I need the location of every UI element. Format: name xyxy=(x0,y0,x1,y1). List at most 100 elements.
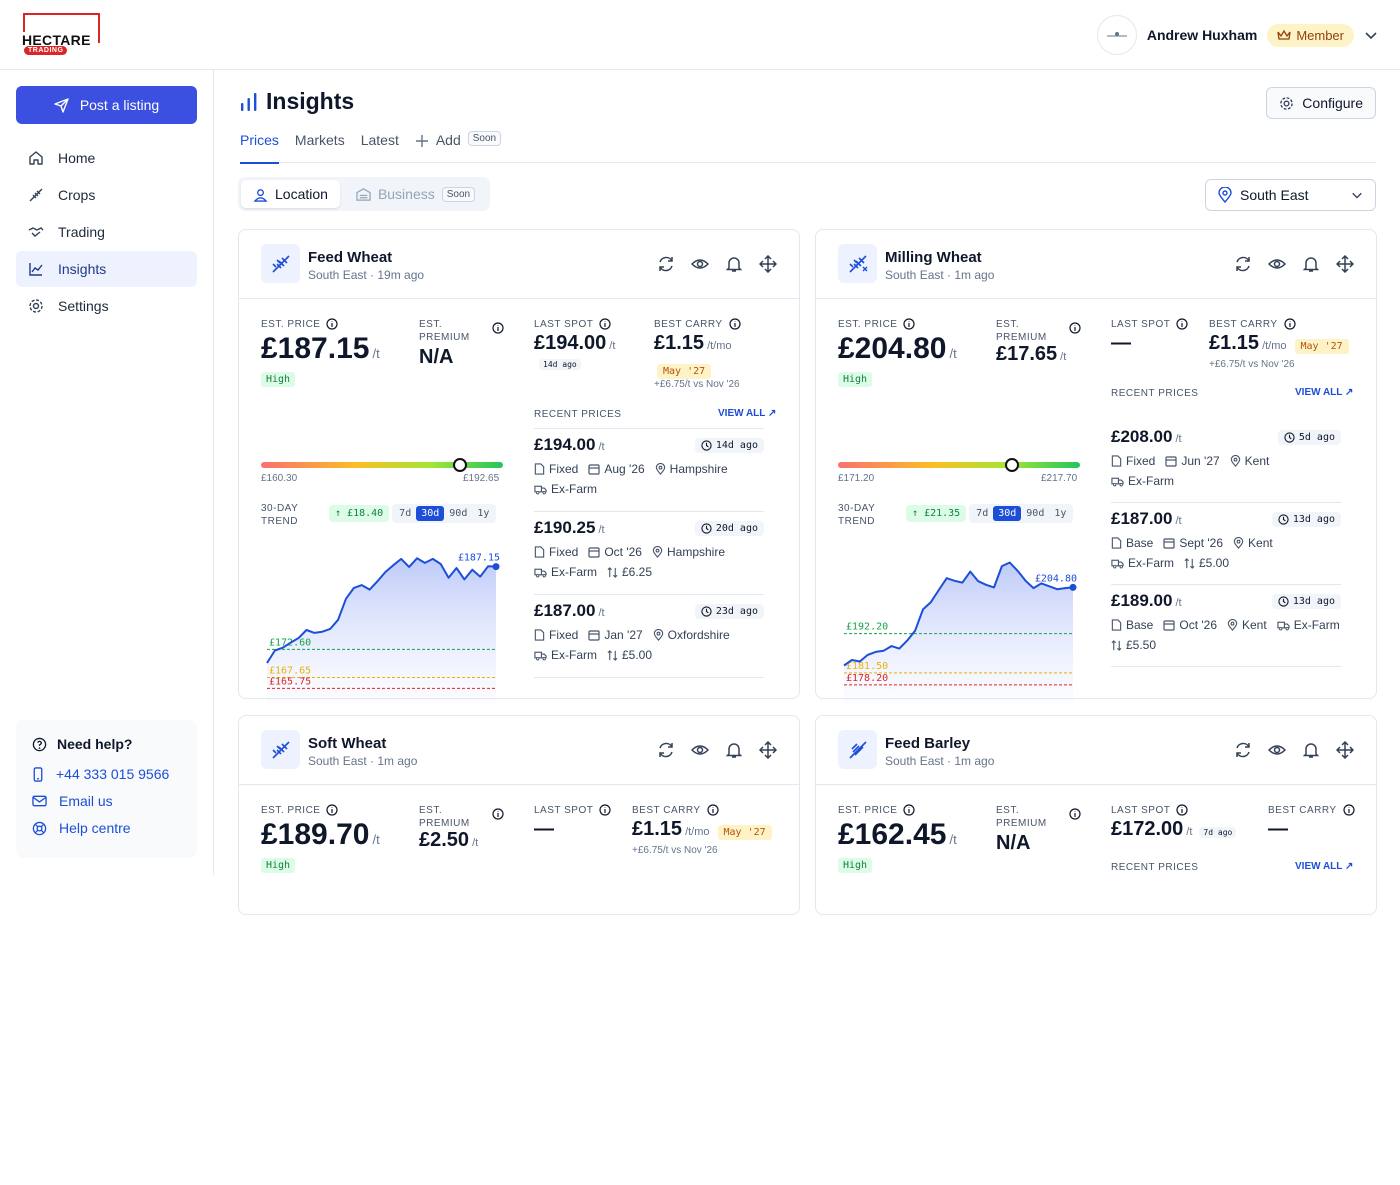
info-icon[interactable] xyxy=(903,804,916,816)
info-icon[interactable] xyxy=(1176,804,1188,816)
logo-text: HECTARE xyxy=(22,32,94,48)
help-centre-link[interactable]: Help centre xyxy=(32,820,181,836)
calendar-icon xyxy=(588,464,600,475)
recent-price-item[interactable]: £187.00/t 23d ago Fixed Jan '27 Oxfordshir… xyxy=(534,601,764,678)
hectare-logo[interactable]: HECTARE TRADING xyxy=(22,13,102,57)
range-1y[interactable]: 1y xyxy=(1054,508,1067,519)
info-icon[interactable] xyxy=(1342,804,1355,816)
truck-icon xyxy=(534,651,547,660)
range-1y[interactable]: 1y xyxy=(477,508,490,519)
view-all-link[interactable]: VIEW ALL ↗ xyxy=(718,408,777,419)
tab-prices[interactable]: Prices xyxy=(240,130,279,164)
configure-button[interactable]: Configure xyxy=(1266,87,1376,119)
card-title: Feed Barley xyxy=(885,735,971,752)
move-icon[interactable] xyxy=(759,741,777,759)
est-price-label: EST. PRICE xyxy=(838,804,916,816)
recent-price-age: 13d ago xyxy=(1271,511,1341,527)
refresh-icon[interactable] xyxy=(657,255,675,273)
info-icon[interactable] xyxy=(326,318,339,330)
info-icon[interactable] xyxy=(1069,322,1081,334)
move-icon[interactable] xyxy=(759,255,777,273)
move-icon[interactable] xyxy=(1336,255,1354,273)
delivery-terms: Ex-Farm xyxy=(1111,473,1174,489)
range-90d[interactable]: 90d xyxy=(1026,508,1045,519)
recent-price-age: 5d ago xyxy=(1277,429,1341,445)
best-carry: £1.15/t/mo May '27 xyxy=(632,818,772,841)
mail-icon xyxy=(32,795,47,807)
location: Kent xyxy=(1230,453,1269,469)
user-menu[interactable]: Andrew Huxham Member xyxy=(1096,14,1378,56)
phone-number[interactable]: +44 333 015 9566 xyxy=(56,766,170,782)
range-7d[interactable]: 7d xyxy=(399,508,412,519)
help-panel: Need help? +44 333 015 9566 Email us Hel… xyxy=(16,720,197,858)
help-centre[interactable]: Help centre xyxy=(59,820,131,836)
phone-link[interactable]: +44 333 015 9566 xyxy=(32,766,181,782)
info-icon[interactable] xyxy=(326,804,339,816)
view-all-link[interactable]: VIEW ALL ↗ xyxy=(1295,861,1354,872)
sidebar-item-settings[interactable]: Settings xyxy=(16,288,197,324)
delivery-date: Oct '26 xyxy=(588,544,642,560)
info-icon[interactable] xyxy=(599,804,611,816)
range-90d[interactable]: 90d xyxy=(449,508,468,519)
info-icon[interactable] xyxy=(1176,318,1188,330)
bell-icon[interactable] xyxy=(1302,255,1320,273)
info-icon[interactable] xyxy=(492,808,504,820)
chevron-down-icon[interactable] xyxy=(1364,28,1378,42)
map-pin-icon xyxy=(1218,187,1232,203)
tab-markets[interactable]: Markets xyxy=(294,132,345,148)
bell-icon[interactable] xyxy=(725,741,743,759)
info-icon[interactable] xyxy=(492,322,504,334)
recent-price-item[interactable]: £187.00/t 13d ago Base Sept '26 Kent Ex-Far… xyxy=(1111,509,1341,585)
location: Kent xyxy=(1227,617,1267,633)
avatar[interactable] xyxy=(1096,15,1137,55)
sidebar-item-trading[interactable]: Trading xyxy=(16,214,197,250)
calendar-icon xyxy=(588,547,600,558)
sidebar-item-insights[interactable]: Insights xyxy=(16,251,197,287)
truck-icon xyxy=(1111,559,1124,568)
refresh-icon[interactable] xyxy=(1234,255,1252,273)
range-30d[interactable]: 30d xyxy=(416,506,445,521)
crown-icon xyxy=(1277,29,1291,40)
email-us[interactable]: Email us xyxy=(59,793,113,809)
tab-latest[interactable]: Latest xyxy=(360,132,399,148)
info-icon[interactable] xyxy=(599,318,611,330)
seg-location[interactable]: Location xyxy=(241,180,340,208)
best-carry-label: BEST CARRY xyxy=(632,804,719,816)
refresh-icon[interactable] xyxy=(1234,741,1252,759)
sidebar-item-home[interactable]: Home xyxy=(16,140,197,176)
bell-icon[interactable] xyxy=(1302,741,1320,759)
sidebar-item-crops[interactable]: Crops xyxy=(16,177,197,213)
est-price-label: EST. PRICE xyxy=(261,318,339,330)
refresh-icon[interactable] xyxy=(657,741,675,759)
recent-price-age: 23d ago xyxy=(694,603,764,619)
info-icon[interactable] xyxy=(728,318,741,330)
trend-chart: £192.20£181.50£178.20£204.806 Jul15 Jul2… xyxy=(843,561,1077,731)
card-subtitle: South East · 1m ago xyxy=(885,268,995,282)
range-7d[interactable]: 7d xyxy=(976,508,989,519)
recent-price-item[interactable]: £189.00/t 13d ago Base Oct '26 Kent Ex-Farm… xyxy=(1111,591,1341,667)
recent-price-item[interactable]: £194.00/t 14d ago Fixed Aug '26 Hampshire E… xyxy=(534,435,764,512)
post-listing-button[interactable]: Post a listing xyxy=(16,86,197,124)
move-icon[interactable] xyxy=(1336,741,1354,759)
view-all-link[interactable]: VIEW ALL ↗ xyxy=(1295,387,1354,398)
range-30d[interactable]: 30d xyxy=(993,506,1022,521)
info-icon[interactable] xyxy=(1069,808,1081,820)
recent-price-item[interactable]: £208.00/t 5d ago Fixed Jun '27 Kent Ex-Farm xyxy=(1111,427,1341,503)
eye-icon[interactable] xyxy=(691,255,709,273)
bell-icon[interactable] xyxy=(725,255,743,273)
info-icon[interactable] xyxy=(903,318,916,330)
map-pin-icon xyxy=(652,546,663,558)
seg-business[interactable]: Business Soon xyxy=(344,180,487,208)
tab-add[interactable]: Add Soon xyxy=(415,130,502,163)
eye-icon[interactable] xyxy=(691,741,709,759)
eye-icon[interactable] xyxy=(1268,255,1286,273)
eye-icon[interactable] xyxy=(1268,741,1286,759)
info-icon[interactable] xyxy=(1283,318,1296,330)
email-link[interactable]: Email us xyxy=(32,793,181,809)
info-icon[interactable] xyxy=(706,804,719,816)
recent-price-meta: Fixed Aug '26 Hampshire Ex-Farm xyxy=(534,461,764,497)
region-select[interactable]: South East xyxy=(1205,179,1376,211)
high-badge: High xyxy=(261,369,296,387)
recent-price-item[interactable]: £190.25/t 20d ago Fixed Oct '26 Hampshire E… xyxy=(534,518,764,595)
carry-tag: May '27 xyxy=(1294,339,1349,354)
